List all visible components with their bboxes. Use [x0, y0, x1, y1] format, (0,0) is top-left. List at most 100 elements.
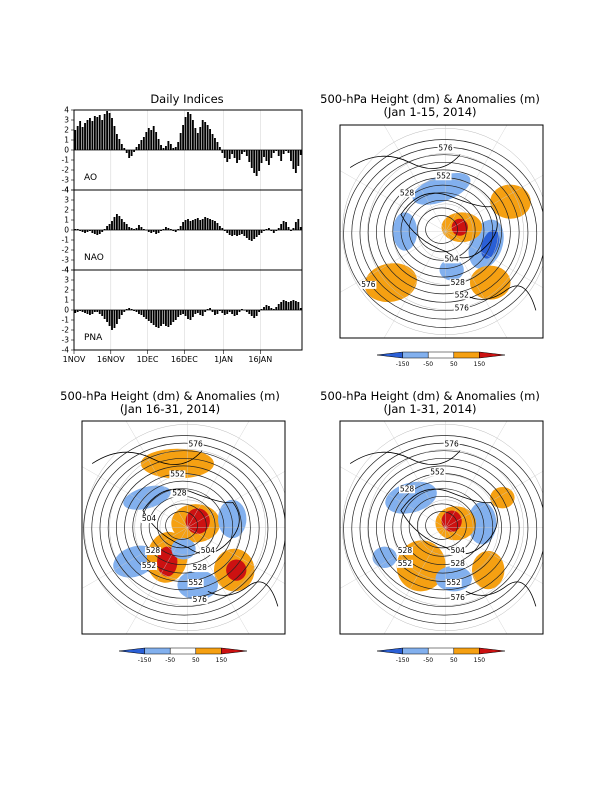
anomaly-region: [140, 448, 214, 479]
colorbar-2: -150 -50 50 150: [118, 647, 248, 664]
bar: [76, 229, 79, 230]
bar: [282, 221, 285, 230]
map-frame: [81, 420, 286, 635]
bar: [86, 120, 89, 150]
bar: [290, 301, 292, 310]
bar: [275, 307, 278, 310]
y-tick-label: -2: [62, 326, 70, 335]
y-tick-label: -1: [62, 316, 70, 325]
contour-label-bg: [199, 547, 216, 556]
bar: [236, 310, 238, 315]
contour-label-bg: [429, 468, 446, 477]
bar: [108, 224, 111, 230]
bar: [162, 229, 165, 230]
map-2: 576 552 528 504 528 552 504 528 552 576: [81, 420, 286, 635]
colorbar-label: -50: [165, 657, 175, 664]
bar: [245, 310, 248, 312]
contour-label-bg: [445, 579, 462, 588]
bar: [89, 230, 91, 231]
height-contour: [425, 215, 458, 244]
contour-label: 576: [451, 593, 466, 602]
y-tick-label: 4: [64, 266, 69, 275]
bar: [201, 219, 204, 230]
bar: [233, 230, 236, 235]
bar: [125, 224, 128, 230]
meridian: [445, 125, 508, 232]
bar: [196, 310, 199, 313]
bar: [214, 138, 216, 150]
contour-label: 576: [438, 144, 453, 153]
contour-label: 528: [398, 546, 413, 555]
height-contour: [116, 465, 251, 591]
bar: [84, 123, 86, 150]
map2-title-line2: (Jan 16-31, 2014): [119, 402, 221, 416]
bar: [196, 218, 199, 230]
bar: [133, 310, 135, 311]
bar: [287, 302, 290, 310]
meridian: [445, 471, 543, 528]
bar: [120, 219, 123, 230]
contour-label: 552: [436, 171, 451, 180]
colorbar-segment: [453, 351, 480, 359]
contour-label-bg: [449, 559, 466, 568]
bar: [96, 230, 99, 235]
bar: [111, 118, 113, 150]
bar: [270, 230, 273, 231]
bar: [199, 127, 202, 150]
y-tick-label: 1: [64, 296, 69, 305]
height-contour: [392, 184, 494, 278]
bar: [194, 128, 197, 150]
height-contour: [376, 465, 511, 591]
colorbar-segment: [402, 647, 429, 655]
height-contour: [367, 161, 520, 303]
bar: [162, 148, 165, 150]
bar: [272, 150, 275, 153]
height-contour: [408, 495, 476, 557]
bar: [297, 150, 300, 166]
bar: [270, 308, 273, 310]
bar: [199, 220, 202, 230]
bar: [184, 220, 187, 230]
anomaly-region: [490, 184, 531, 219]
bar: [89, 118, 91, 150]
meridian: [187, 527, 250, 634]
bar: [187, 112, 189, 150]
map-body: 576 552 528 504 528 552 576 576: [340, 125, 543, 338]
y-tick-label: -2: [62, 166, 70, 175]
bar: [130, 309, 133, 310]
bar: [113, 126, 116, 150]
bar: [206, 309, 209, 310]
y-tick-label: 0: [64, 226, 69, 235]
contour-label: 528: [400, 188, 415, 197]
bar: [241, 150, 243, 154]
bar: [115, 134, 118, 150]
bar: [253, 230, 256, 239]
bar: [299, 308, 302, 310]
anomaly-region: [441, 510, 462, 532]
bar: [128, 227, 131, 230]
meridian: [187, 421, 250, 528]
bar: [204, 122, 207, 150]
bar: [128, 308, 131, 310]
bar: [280, 224, 283, 230]
colorbar-segment: [427, 351, 455, 359]
height-contour: [140, 488, 225, 566]
bar: [177, 310, 180, 317]
bar: [231, 150, 234, 154]
y-tick-label: 0: [64, 146, 69, 155]
bar: [140, 310, 143, 315]
bar: [157, 310, 160, 328]
x-tick-label: 16NOV: [97, 355, 125, 364]
colorbar-3: -150 -50 50 150: [376, 647, 506, 664]
height-contour: [425, 511, 458, 540]
map-frame: [339, 124, 544, 339]
bar: [123, 310, 126, 312]
bar: [98, 310, 101, 314]
bar: [135, 147, 138, 150]
bar: [165, 146, 167, 150]
map1-title: 500-hPa Height (dm) & Anomalies (m) (Jan…: [300, 93, 560, 119]
contour-label: 504: [444, 254, 459, 263]
bar: [258, 150, 261, 171]
bar: [260, 230, 263, 233]
